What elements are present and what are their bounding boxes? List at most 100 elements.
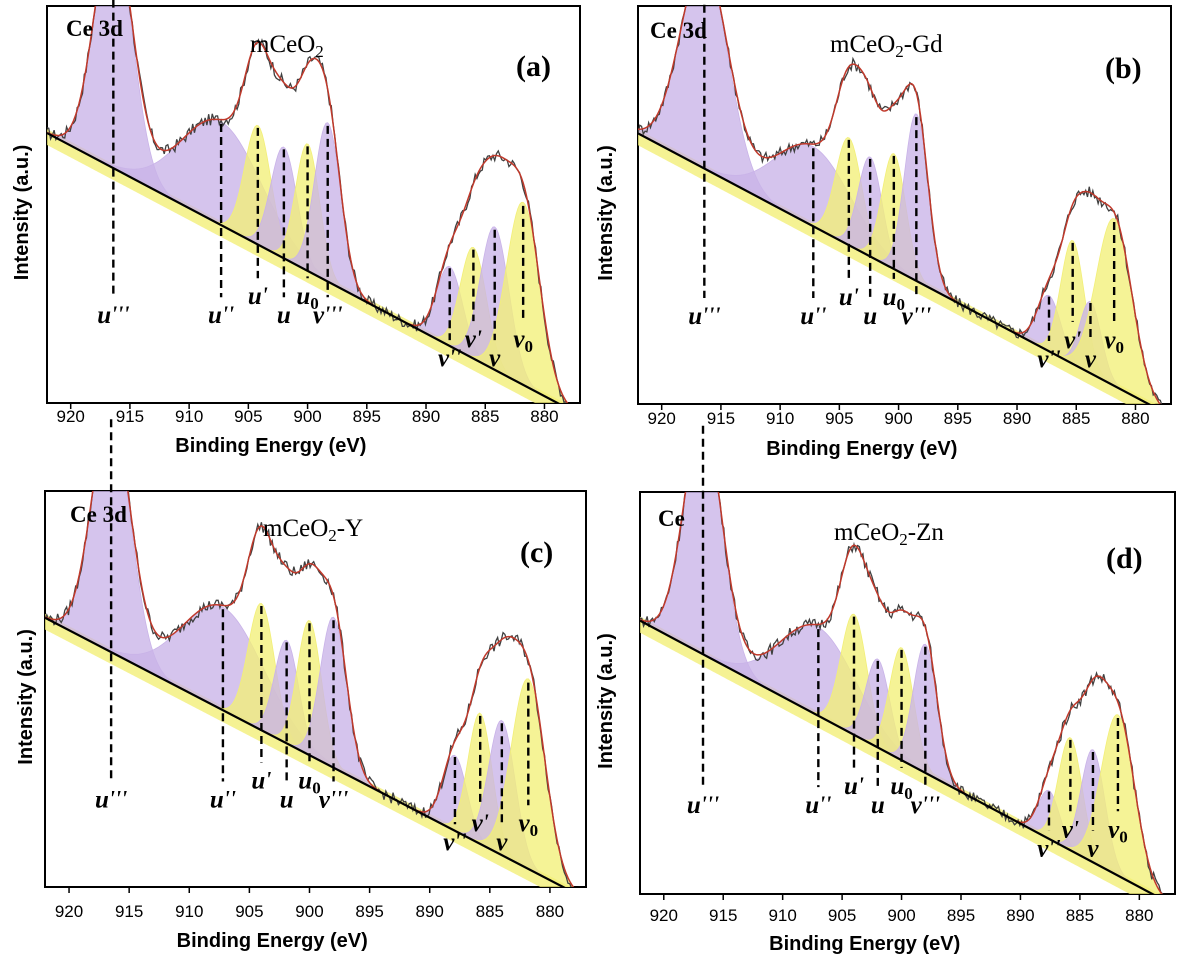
peak-label: v''' (313, 301, 342, 329)
peak-label: v0 (518, 810, 538, 840)
x-axis-title: Binding Energy (eV) (175, 435, 366, 457)
peak-label: u'' (805, 791, 831, 819)
y-axis-title: Intensity (a.u.) (595, 633, 617, 769)
peak-label: v (496, 829, 508, 856)
core-level-label: Ce (658, 506, 685, 531)
x-tick-label: 880 (1121, 409, 1149, 428)
xps-panel-a: u''' u'' u' u u0 v''' v'' v' v v0 920 915 910 905 900 8… (0, 0, 590, 480)
x-tick-label: 885 (471, 407, 499, 426)
x-tick-label: 895 (944, 409, 972, 428)
plot-area (640, 492, 1164, 894)
peak-label: u'' (800, 302, 826, 330)
x-tick-label: 890 (1003, 409, 1031, 428)
x-tick-label: 910 (768, 906, 796, 925)
y-axis-title: Intensity (a.u.) (595, 145, 617, 281)
peak-label: u0 (883, 284, 905, 314)
sample-label: mCeO2-Gd (830, 31, 943, 61)
peak-label: u' (248, 282, 268, 310)
baseline (47, 132, 560, 403)
peak-label: v''' (319, 785, 348, 813)
xps-panel-c: u''' u'' u' u u0 v''' v'' v' v v0 920 915 910 905 900 8… (0, 419, 590, 961)
baseline (45, 616, 566, 887)
peak-label: v0 (1108, 816, 1128, 846)
x-tick-label: 905 (235, 902, 263, 921)
peak-label: u''' (687, 791, 719, 819)
plot-area (638, 6, 1163, 404)
x-tick-label: 905 (825, 409, 853, 428)
x-tick-label: 885 (1066, 906, 1094, 925)
peak-label: u0 (890, 773, 912, 803)
x-axis-title: Binding Energy (eV) (769, 933, 960, 955)
peak-label: v0 (1104, 327, 1124, 357)
panel-tag: (c) (520, 536, 553, 569)
peak-label: u' (844, 772, 864, 800)
x-tick-label: 890 (1006, 906, 1034, 925)
x-tick-label: 895 (353, 407, 381, 426)
peak-label: v (1085, 346, 1097, 373)
x-axis-title: Binding Energy (eV) (766, 438, 957, 460)
x-tick-label: 920 (57, 407, 85, 426)
core-level-label: Ce 3d (66, 16, 123, 41)
x-tick-label: 895 (947, 906, 975, 925)
fit-envelope (47, 6, 569, 403)
sample-label: mCeO2 (250, 31, 324, 61)
x-tick-label: 900 (887, 906, 915, 925)
baseline (640, 619, 1155, 894)
peak-label: v (489, 345, 501, 372)
xps-panel-b: u''' u'' u' u u0 v''' v'' v' v v0 920 915 910 905 900 8… (590, 0, 1181, 480)
peak-label: v'' (1037, 835, 1060, 863)
x-tick-label: 915 (707, 409, 735, 428)
peak-label: v' (465, 325, 482, 353)
core-level-label: Ce 3d (70, 502, 127, 527)
peak-label: v'' (443, 828, 466, 856)
x-tick-label: 915 (116, 407, 144, 426)
xps-panel-d: u''' u'' u' u u0 v''' v'' v' v v0 920 915 910 905 900 8… (590, 425, 1181, 961)
x-tick-label: 895 (355, 902, 383, 921)
peak-label: u'' (210, 785, 236, 813)
x-tick-label: 900 (293, 407, 321, 426)
peak-label: u0 (298, 767, 320, 797)
peak-label: u'' (208, 301, 234, 329)
peak-label: u (863, 303, 877, 330)
peak-label: u (277, 302, 291, 329)
x-tick-label: 920 (55, 902, 83, 921)
x-tick-label: 890 (416, 902, 444, 921)
baseline (638, 132, 1151, 404)
peak-label: u (280, 786, 294, 813)
peak-label: u''' (97, 301, 129, 329)
x-tick-label: 880 (530, 407, 558, 426)
peak-label: v'' (1037, 345, 1060, 373)
peak-label: v'' (438, 344, 461, 372)
peak-label: v' (472, 809, 489, 837)
x-tick-label: 920 (650, 906, 678, 925)
plot-area (47, 6, 569, 403)
peak-label: v (1087, 836, 1099, 863)
sample-label: mCeO2-Y (263, 515, 363, 545)
peak-label: u' (251, 766, 271, 794)
peak-label: v' (1064, 326, 1081, 354)
plot-area (45, 491, 580, 887)
x-tick-label: 910 (175, 902, 203, 921)
panel-tag: (d) (1106, 542, 1143, 575)
core-level-label: Ce 3d (650, 18, 707, 43)
peak-label: u''' (95, 785, 127, 813)
peak-label: v''' (911, 791, 940, 819)
peak-label: u''' (688, 302, 720, 330)
fit-envelope (45, 491, 575, 887)
peak-label: v''' (902, 302, 931, 330)
panel-tag: (a) (516, 50, 551, 83)
x-tick-label: 880 (1125, 906, 1153, 925)
x-tick-label: 905 (234, 407, 262, 426)
x-tick-label: 910 (766, 409, 794, 428)
peak-label: u (871, 792, 885, 819)
x-tick-label: 885 (1062, 409, 1090, 428)
peak-label: u0 (296, 283, 318, 313)
x-tick-label: 915 (115, 902, 143, 921)
fit-envelope (640, 492, 1163, 894)
x-tick-label: 900 (295, 902, 323, 921)
x-axis-title: Binding Energy (eV) (177, 930, 368, 952)
